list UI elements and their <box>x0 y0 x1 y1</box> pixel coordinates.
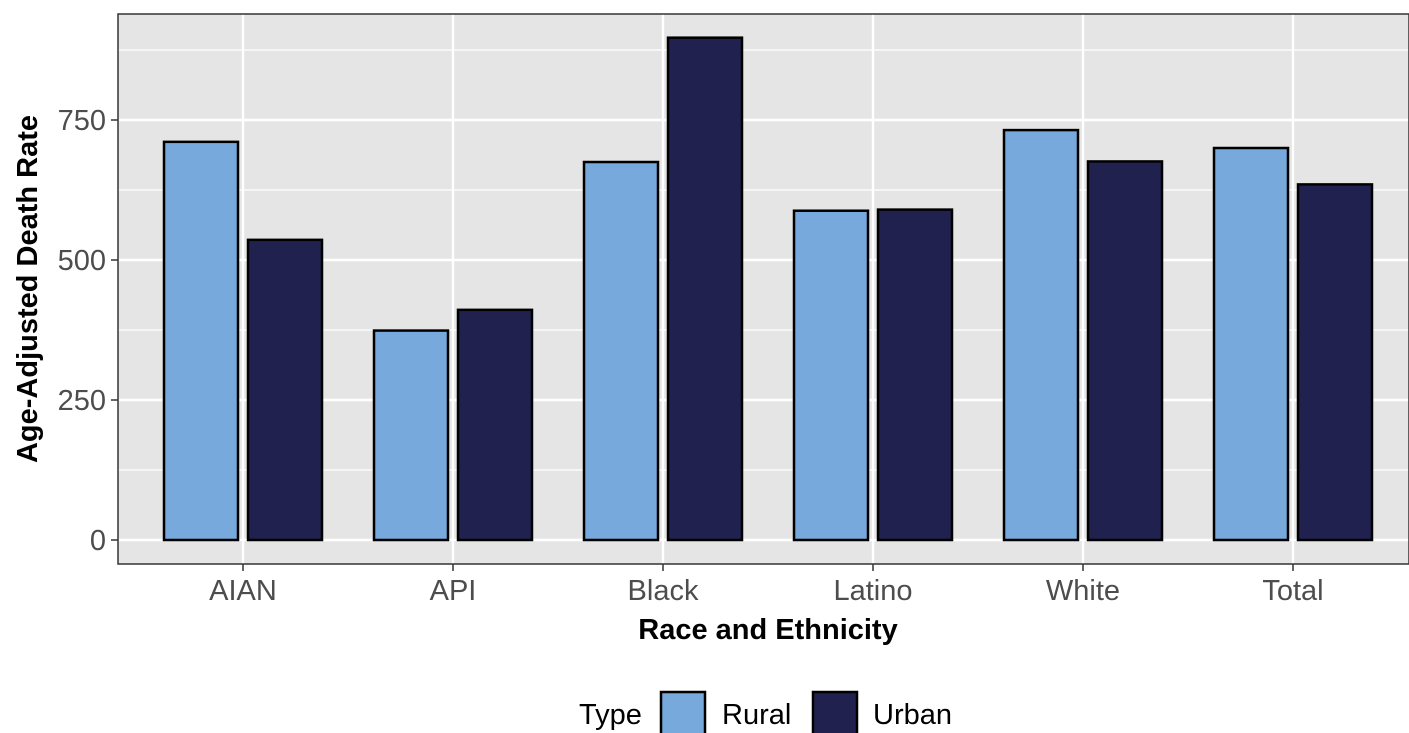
bar-rural-aian <box>162 140 240 542</box>
plot-panel-border <box>117 13 1409 565</box>
y-axis-title: Age-Adjusted Death Rate <box>12 115 44 463</box>
x-axis-title: Race and Ethnicity <box>638 614 897 646</box>
bar-urban-total <box>1296 183 1374 542</box>
legend-key-urban <box>811 690 859 733</box>
y-tick-label: 500 <box>58 245 106 277</box>
legend: Type Rural Urban <box>579 690 952 733</box>
bar-urban-api <box>456 308 534 542</box>
bar-urban-black <box>666 36 744 542</box>
x-tick-label: Black <box>628 575 699 607</box>
axis-ticks: 0 250 500 750 AIAN API Black Latino White Total <box>58 105 1324 607</box>
bars <box>162 36 1374 542</box>
y-tick-label: 0 <box>90 525 106 557</box>
bar-rural-api <box>372 329 450 542</box>
legend-key-rural <box>659 690 707 733</box>
bar-urban-latino <box>876 208 954 542</box>
legend-title: Type <box>579 699 642 731</box>
plot-panel <box>118 14 1409 564</box>
bar-rural-white <box>1002 128 1080 542</box>
x-tick-label: Latino <box>833 575 912 607</box>
legend-label-urban: Urban <box>873 699 952 731</box>
bar-rural-black <box>582 160 660 542</box>
gridlines <box>118 14 1409 564</box>
bar-rural-total <box>1212 146 1290 542</box>
x-tick-label: White <box>1046 575 1120 607</box>
bar-urban-aian <box>246 238 324 542</box>
bar-urban-white <box>1086 160 1164 542</box>
y-tick-label: 250 <box>58 385 106 417</box>
x-tick-label: API <box>430 575 477 607</box>
y-tick-label: 750 <box>58 105 106 137</box>
legend-label-rural: Rural <box>722 699 791 731</box>
bar-rural-latino <box>792 209 870 542</box>
x-tick-label: AIAN <box>209 575 277 607</box>
x-tick-label: Total <box>1262 575 1323 607</box>
